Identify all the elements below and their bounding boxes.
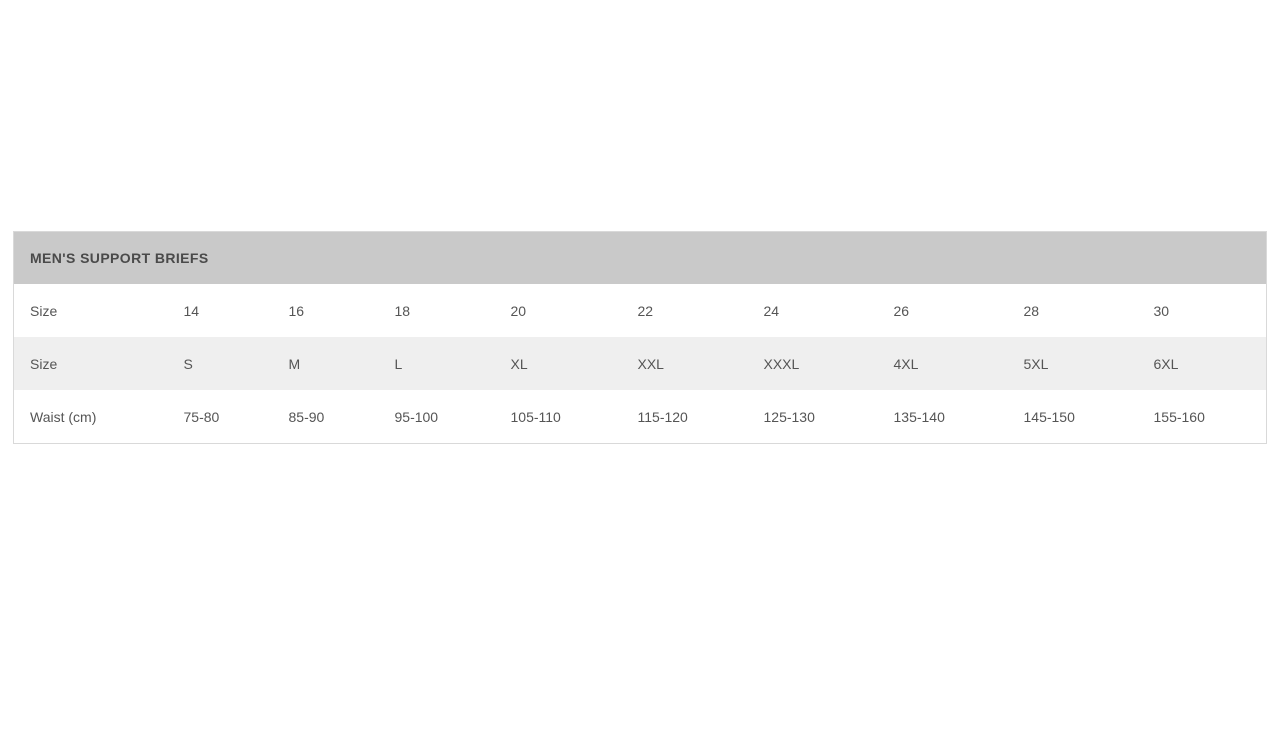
table-cell: 14	[167, 284, 273, 337]
size-chart: MEN'S SUPPORT BRIEFS Size 14 16 18 20 22…	[13, 231, 1267, 444]
table-cell: XL	[494, 337, 622, 390]
table-cell: 85-90	[272, 390, 379, 444]
row-label: Waist (cm)	[13, 390, 168, 444]
table-cell: 115-120	[621, 390, 748, 444]
table-cell: 155-160	[1137, 390, 1267, 444]
row-label: Size	[13, 337, 168, 390]
row-label: Size	[13, 284, 168, 337]
table-title: MEN'S SUPPORT BRIEFS	[13, 231, 1267, 284]
table-cell: L	[378, 337, 495, 390]
table-row-size-letter: Size S M L XL XXL XXXL 4XL 5XL 6XL	[13, 337, 1267, 390]
table-cell: XXL	[621, 337, 748, 390]
table-cell: 30	[1137, 284, 1267, 337]
table-cell: XXXL	[747, 337, 878, 390]
table-cell: 28	[1007, 284, 1138, 337]
table-cell: 95-100	[378, 390, 495, 444]
table-cell: 105-110	[494, 390, 622, 444]
size-chart-table: MEN'S SUPPORT BRIEFS Size 14 16 18 20 22…	[13, 231, 1267, 444]
table-row-size-numeric: Size 14 16 18 20 22 24 26 28 30	[13, 284, 1267, 337]
table-cell: 145-150	[1007, 390, 1138, 444]
table-cell: M	[272, 337, 379, 390]
table-row-waist: Waist (cm) 75-80 85-90 95-100 105-110 11…	[13, 390, 1267, 444]
table-cell: S	[167, 337, 273, 390]
table-cell: 26	[877, 284, 1008, 337]
table-cell: 20	[494, 284, 622, 337]
table-cell: 24	[747, 284, 878, 337]
table-cell: 18	[378, 284, 495, 337]
table-cell: 135-140	[877, 390, 1008, 444]
table-cell: 16	[272, 284, 379, 337]
table-cell: 4XL	[877, 337, 1008, 390]
table-cell: 75-80	[167, 390, 273, 444]
table-cell: 6XL	[1137, 337, 1267, 390]
table-cell: 125-130	[747, 390, 878, 444]
table-header-row: MEN'S SUPPORT BRIEFS	[13, 231, 1267, 284]
table-cell: 22	[621, 284, 748, 337]
table-cell: 5XL	[1007, 337, 1138, 390]
